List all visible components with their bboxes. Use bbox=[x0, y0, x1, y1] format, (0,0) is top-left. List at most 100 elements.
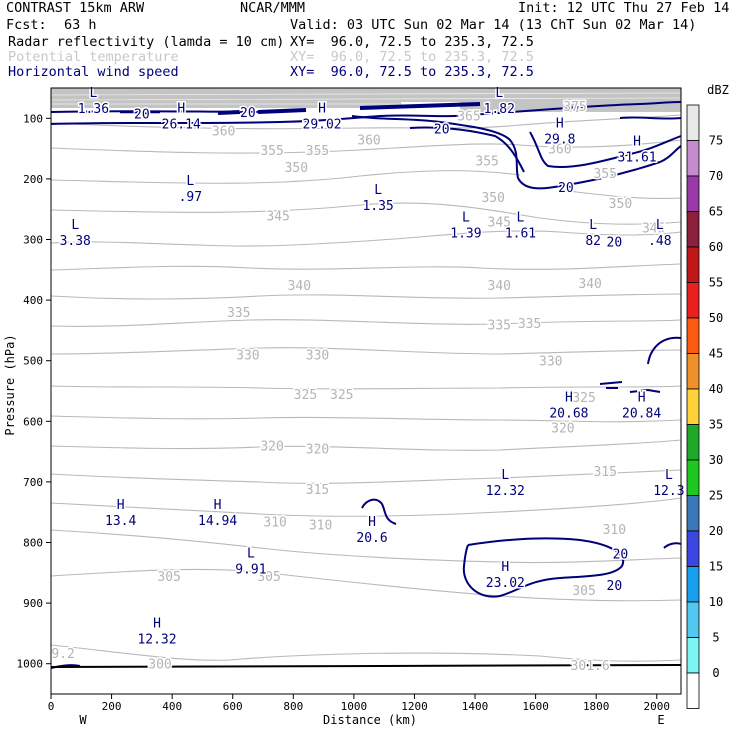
theta-label: 305 bbox=[157, 570, 180, 585]
wind-extremum: H29.8 bbox=[543, 115, 577, 149]
extremum-value: 20.68 bbox=[549, 406, 588, 421]
y-axis: 100 200 300 400 500 600 700 800 900 1000 bbox=[17, 112, 51, 671]
extremum-value: 20.6 bbox=[356, 531, 387, 546]
wind-extremum: H12.32 bbox=[136, 615, 178, 649]
colorbar-swatch bbox=[686, 388, 700, 425]
extremum-value: 20.84 bbox=[622, 406, 661, 421]
y-tick-label: 500 bbox=[23, 355, 43, 368]
wind-extremum: L82 bbox=[584, 217, 603, 251]
x-tick-label: 400 bbox=[162, 700, 182, 713]
wind-extremum: L3.38 bbox=[58, 217, 92, 251]
theta-label: 9.2 bbox=[51, 647, 74, 662]
colorbar-swatch bbox=[686, 601, 700, 638]
extremum-kind: H bbox=[368, 515, 376, 530]
colorbar-level: 20 bbox=[709, 524, 723, 538]
x-axis: 0 200 400 600 800 1000 1200 1400 1600 1800 2000 bbox=[48, 694, 670, 713]
extremum-value: 31.61 bbox=[618, 151, 657, 166]
extremum-kind: L bbox=[247, 547, 255, 562]
y-tick-label: 200 bbox=[23, 173, 43, 186]
theta-label: 365 bbox=[457, 109, 480, 124]
extremum-value: 1.36 bbox=[78, 102, 109, 117]
theta-label: 320 bbox=[306, 443, 329, 458]
wind-contour-labels: 20 20 20 20 20 20 20 bbox=[133, 105, 630, 596]
org-label: NCAR/MMM bbox=[240, 0, 306, 16]
wind-extremum: L1.36 bbox=[76, 85, 110, 119]
x-end-east: E bbox=[657, 713, 664, 727]
wind-contour-label: 20 bbox=[240, 106, 256, 121]
init-time: Init: 12 UTC Thu 27 Feb 14 bbox=[518, 0, 730, 16]
x-tick-label: 200 bbox=[102, 700, 122, 713]
wind-contour-label: 20 bbox=[434, 123, 450, 138]
colorbar-level: 75 bbox=[709, 134, 723, 148]
theta-label: 320 bbox=[260, 440, 283, 455]
extremum-kind: L bbox=[89, 86, 97, 101]
colorbar-level: 60 bbox=[709, 240, 723, 254]
extremum-kind: H bbox=[214, 498, 222, 513]
x-tick-label: 2000 bbox=[644, 700, 671, 713]
colorbar-level: 5 bbox=[712, 631, 719, 645]
extremum-value: 29.02 bbox=[303, 117, 342, 132]
x-tick-label: 600 bbox=[223, 700, 243, 713]
extremum-value: 1.39 bbox=[450, 226, 481, 241]
colorbar-swatch bbox=[686, 317, 700, 354]
extremum-kind: L bbox=[656, 218, 664, 233]
theta-label: 330 bbox=[306, 349, 329, 364]
theta-label: 355 bbox=[475, 155, 498, 170]
extremum-value: .97 bbox=[179, 190, 202, 205]
theta-label: 300 bbox=[148, 658, 171, 673]
wind-extremum: L.48 bbox=[647, 217, 673, 251]
x-tick-label: 1800 bbox=[583, 700, 610, 713]
theta-label: 335 bbox=[227, 306, 250, 321]
model-title: CONTRAST 15km ARW bbox=[6, 0, 145, 16]
theta-label: 310 bbox=[263, 515, 286, 530]
theta-label: 350 bbox=[481, 191, 504, 206]
theta-label: 360 bbox=[357, 134, 380, 149]
extremum-value: 29.8 bbox=[544, 132, 575, 147]
colorbar-level: 25 bbox=[709, 489, 723, 503]
theta-label: 315 bbox=[594, 465, 617, 480]
extremum-value: 12.3 bbox=[653, 484, 684, 499]
extremum-kind: L bbox=[665, 468, 673, 483]
x-tick-label: 0 bbox=[48, 700, 55, 713]
theta-label: 355 bbox=[260, 144, 283, 159]
theta-label: 335 bbox=[518, 317, 541, 332]
fcst-value: 63 h bbox=[64, 17, 97, 33]
colorbar-swatch bbox=[686, 282, 700, 319]
colorbar-level: 0 bbox=[712, 666, 719, 680]
theta-label: 310 bbox=[603, 523, 626, 538]
y-tick-label: 900 bbox=[23, 597, 43, 610]
extremum-value: 1.61 bbox=[505, 226, 536, 241]
wind-extremum: L1.82 bbox=[482, 85, 516, 119]
colorbar-swatch bbox=[686, 672, 700, 709]
extremum-value: 13.4 bbox=[105, 514, 136, 529]
theta-label: 301.6 bbox=[571, 659, 610, 674]
extremum-kind: L bbox=[517, 210, 525, 225]
extremum-kind: L bbox=[495, 86, 503, 101]
extremum-kind: H bbox=[501, 560, 509, 575]
x-tick-label: 1600 bbox=[522, 700, 549, 713]
x-tick-label: 1200 bbox=[401, 700, 428, 713]
x-tick-label: 1400 bbox=[462, 700, 489, 713]
extremum-kind: H bbox=[117, 498, 125, 513]
ground-line bbox=[50, 664, 682, 668]
extremum-value: 3.38 bbox=[60, 234, 91, 249]
theta-label: 330 bbox=[236, 349, 259, 364]
extremum-kind: L bbox=[186, 174, 194, 189]
x-tick-label: 1000 bbox=[341, 700, 368, 713]
colorbar-swatch bbox=[686, 140, 700, 177]
wind-extremum: L1.61 bbox=[503, 209, 537, 243]
theta-label: 340 bbox=[578, 277, 601, 292]
theta-label: 310 bbox=[309, 518, 332, 533]
extremum-kind: H bbox=[318, 101, 326, 116]
theta-label: 355 bbox=[594, 167, 617, 182]
theta-contours bbox=[50, 114, 682, 662]
theta-label: 345 bbox=[266, 209, 289, 224]
theta-label: 330 bbox=[539, 355, 562, 370]
extremum-kind: H bbox=[556, 116, 564, 131]
field-name-reflectivity: Radar reflectivity (lamda = 10 cm) bbox=[8, 34, 285, 50]
theta-label: 360 bbox=[548, 143, 571, 158]
extremum-value: 23.02 bbox=[486, 576, 525, 591]
wind-extremum: L1.39 bbox=[449, 209, 483, 243]
